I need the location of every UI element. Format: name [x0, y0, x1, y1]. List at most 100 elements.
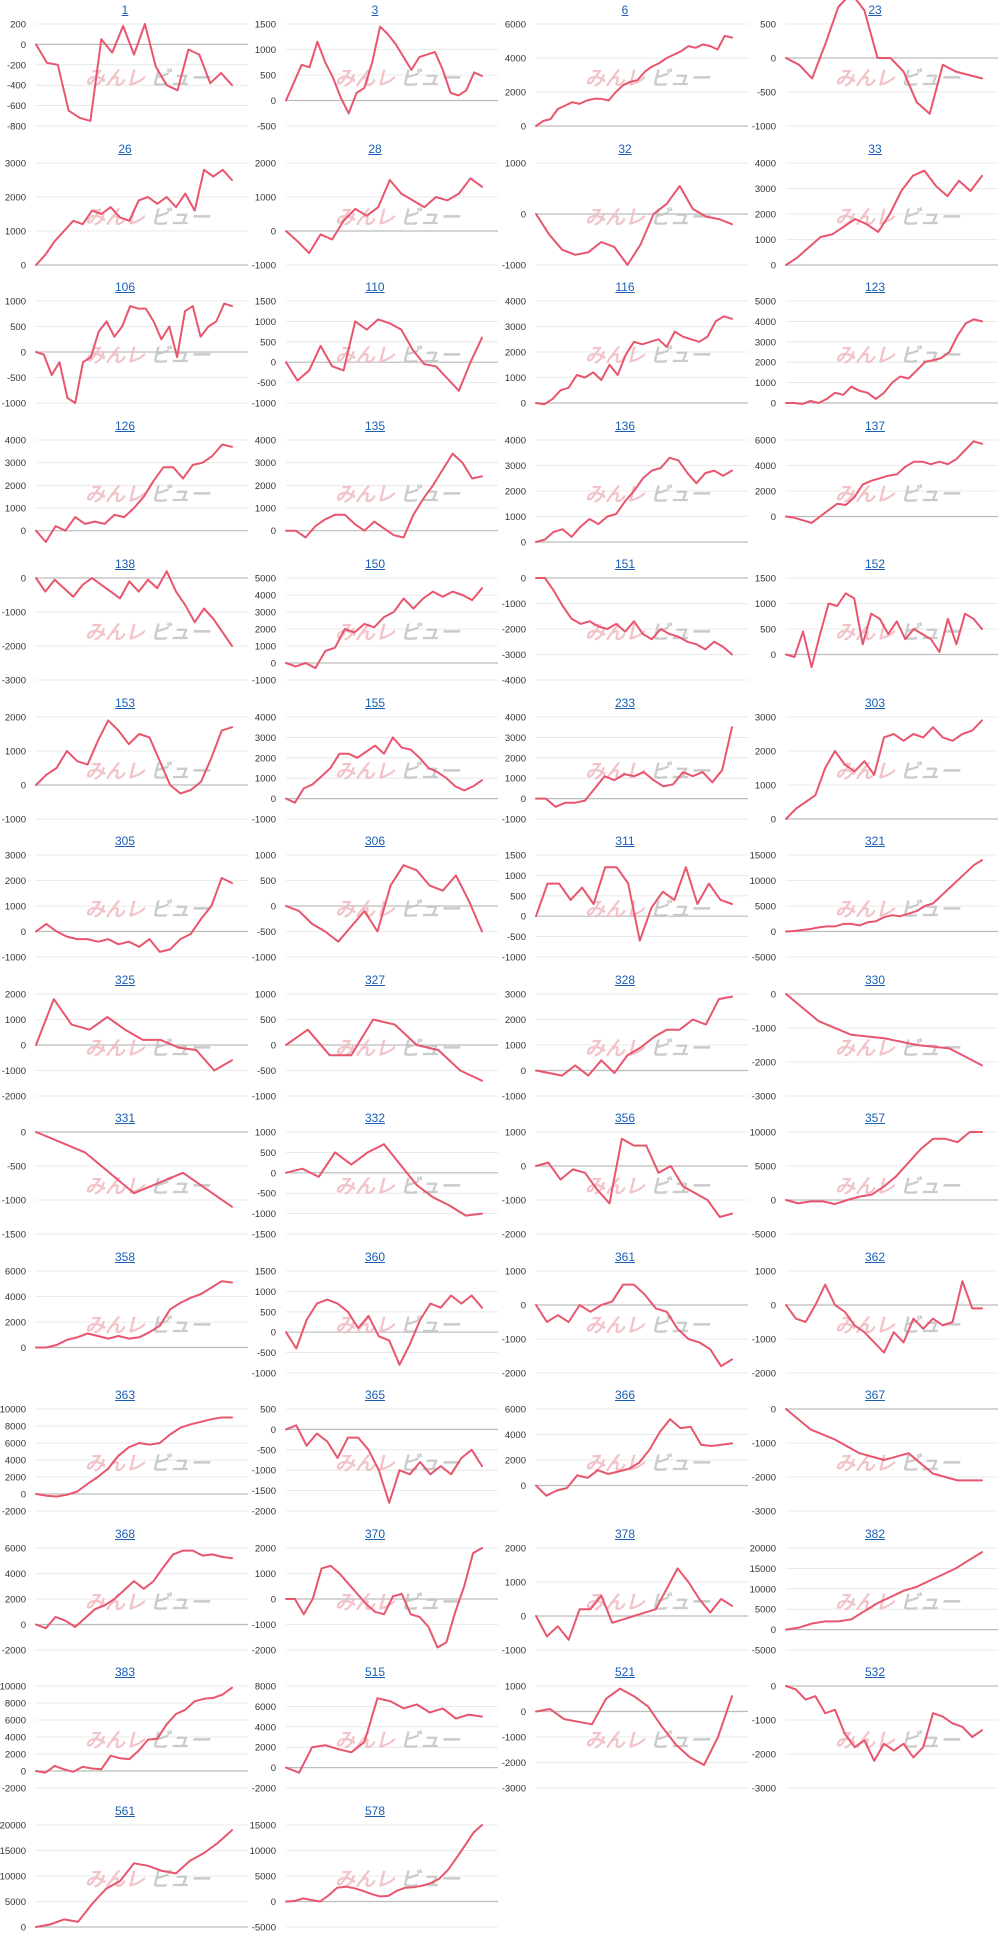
chart-title-link[interactable]: 357 — [864, 1111, 886, 1125]
watermark-text-1: みんレ — [85, 343, 146, 367]
series-line — [285, 864, 483, 943]
chart-title-link[interactable]: 368 — [114, 1526, 136, 1541]
y-tick-label: 1000 — [505, 1682, 526, 1693]
watermark-text-2: ビュー — [150, 620, 211, 644]
y-tick-label: 3000 — [255, 458, 276, 469]
series-line — [535, 456, 733, 543]
y-tick-label: -1500 — [252, 1230, 276, 1241]
y-tick-label: 0 — [21, 1343, 26, 1354]
y-tick-label: 1000 — [5, 503, 26, 514]
chart-title-link[interactable]: 532 — [864, 1665, 886, 1679]
chart-title-link[interactable]: 328 — [614, 972, 636, 987]
chart-title-link[interactable]: 136 — [614, 418, 636, 433]
y-tick-label: 5000 — [255, 1871, 276, 1882]
chart-title-link[interactable]: 116 — [615, 280, 635, 294]
chart-title-link[interactable]: 383 — [114, 1665, 136, 1679]
y-tick-label: 6000 — [5, 1266, 26, 1277]
chart-title-link[interactable]: 135 — [364, 418, 386, 433]
chart-title-link[interactable]: 327 — [364, 972, 386, 987]
y-tick-label: 8000 — [5, 1699, 26, 1710]
y-tick-label: -2000 — [2, 642, 26, 653]
chart-panel: 150 5000 4000 3000 2000 1000 0 -1000 みんレ ビュー — [250, 554, 500, 690]
chart-title-link[interactable]: 515 — [364, 1665, 386, 1679]
y-tick-label: 0 — [521, 122, 526, 133]
chart-title-link[interactable]: 367 — [864, 1388, 886, 1402]
y-tick-label: -2000 — [2, 1091, 26, 1102]
chart-title-link[interactable]: 1 — [121, 3, 129, 17]
y-tick-label: 0 — [21, 927, 26, 938]
chart-title-link[interactable]: 360 — [364, 1249, 386, 1264]
y-tick-label: 1000 — [255, 773, 276, 784]
y-tick-label: -500 — [757, 88, 776, 99]
chart-title-link[interactable]: 382 — [864, 1526, 886, 1541]
y-tick-label: 2000 — [505, 348, 526, 359]
y-tick-label: 2000 — [255, 1743, 276, 1754]
chart-title-link[interactable]: 150 — [364, 557, 386, 571]
chart-title-link[interactable]: 331 — [114, 1111, 136, 1125]
chart-title-link[interactable]: 233 — [614, 695, 636, 710]
chart-title-link[interactable]: 33 — [868, 141, 882, 156]
chart-title-link[interactable]: 330 — [864, 972, 886, 987]
y-tick-label: 500 — [760, 625, 776, 636]
watermark-text-2: ビュー — [150, 897, 211, 921]
chart-title-link[interactable]: 363 — [114, 1388, 136, 1402]
chart-title-link[interactable]: 153 — [114, 695, 136, 710]
chart-title-link[interactable]: 332 — [364, 1111, 386, 1125]
y-tick-label: 500 — [260, 1405, 276, 1416]
chart-title-link[interactable]: 155 — [364, 695, 386, 710]
series-line — [35, 302, 233, 404]
chart-title-link[interactable]: 325 — [114, 972, 136, 987]
chart-panel: 321 15000 10000 5000 0 -5000 みんレ ビュー — [750, 831, 1000, 967]
chart-title-link[interactable]: 305 — [114, 834, 136, 848]
y-tick-label: 1000 — [255, 45, 276, 56]
chart-panel: 561 20000 15000 10000 5000 0 みんレ ビュー — [0, 1801, 250, 1937]
chart-title-link[interactable]: 110 — [365, 280, 385, 294]
chart-title-link[interactable]: 6 — [621, 3, 629, 17]
chart-title-link[interactable]: 578 — [364, 1803, 386, 1818]
y-tick-label: -2000 — [752, 1750, 776, 1761]
y-tick-label: -1000 — [252, 1620, 276, 1631]
chart-panel: 153 2000 1000 0 -1000 みんレ ビュー — [0, 693, 250, 829]
chart-title-link[interactable]: 306 — [364, 834, 386, 848]
y-tick-label: 1500 — [505, 851, 526, 862]
chart-title-link[interactable]: 356 — [614, 1111, 636, 1125]
y-tick-label: 500 — [260, 71, 276, 82]
chart-title-link[interactable]: 137 — [864, 418, 886, 433]
y-tick-label: 1000 — [5, 746, 26, 757]
chart-title-link[interactable]: 123 — [864, 280, 886, 294]
y-tick-label: 4000 — [5, 435, 26, 446]
y-tick-label: 3000 — [505, 461, 526, 472]
chart-title-link[interactable]: 32 — [618, 141, 632, 156]
chart-title-link[interactable]: 366 — [614, 1388, 636, 1402]
chart-title-link[interactable]: 151 — [614, 557, 636, 571]
y-tick-label: -1000 — [502, 1334, 526, 1345]
chart-panel: 382 20000 15000 10000 5000 0 -5000 みんレ ビュー — [750, 1524, 1000, 1660]
chart-panel: 33 4000 3000 2000 1000 0 みんレ ビュー — [750, 139, 1000, 275]
chart-title-link[interactable]: 358 — [114, 1249, 136, 1264]
watermark-text-1: みんレ — [85, 620, 146, 644]
chart-title-link[interactable]: 106 — [114, 280, 136, 294]
y-tick-label: 0 — [271, 1594, 276, 1605]
chart-title-link[interactable]: 3 — [371, 3, 379, 17]
chart-title-link[interactable]: 138 — [114, 557, 136, 571]
chart-title-link[interactable]: 311 — [615, 834, 635, 848]
chart-title-link[interactable]: 28 — [368, 141, 382, 156]
chart-title-link[interactable]: 303 — [864, 695, 886, 710]
y-tick-label: 4000 — [755, 158, 776, 169]
chart-title-link[interactable]: 365 — [364, 1388, 386, 1402]
chart-title-link[interactable]: 361 — [614, 1249, 636, 1264]
chart-title-link[interactable]: 370 — [364, 1526, 386, 1541]
chart-title-link[interactable]: 362 — [864, 1249, 886, 1264]
y-tick-label: -2000 — [502, 1368, 526, 1379]
chart-title-link[interactable]: 378 — [614, 1526, 636, 1541]
chart-title-link[interactable]: 521 — [614, 1665, 636, 1679]
chart-title-link[interactable]: 23 — [868, 3, 882, 17]
chart-title-link[interactable]: 26 — [118, 141, 132, 156]
chart-title-link[interactable]: 321 — [864, 834, 886, 848]
chart-title-link[interactable]: 561 — [114, 1803, 136, 1818]
series-line — [35, 1416, 233, 1498]
chart-title-link[interactable]: 152 — [864, 557, 886, 571]
chart-title-link[interactable]: 126 — [114, 418, 136, 433]
